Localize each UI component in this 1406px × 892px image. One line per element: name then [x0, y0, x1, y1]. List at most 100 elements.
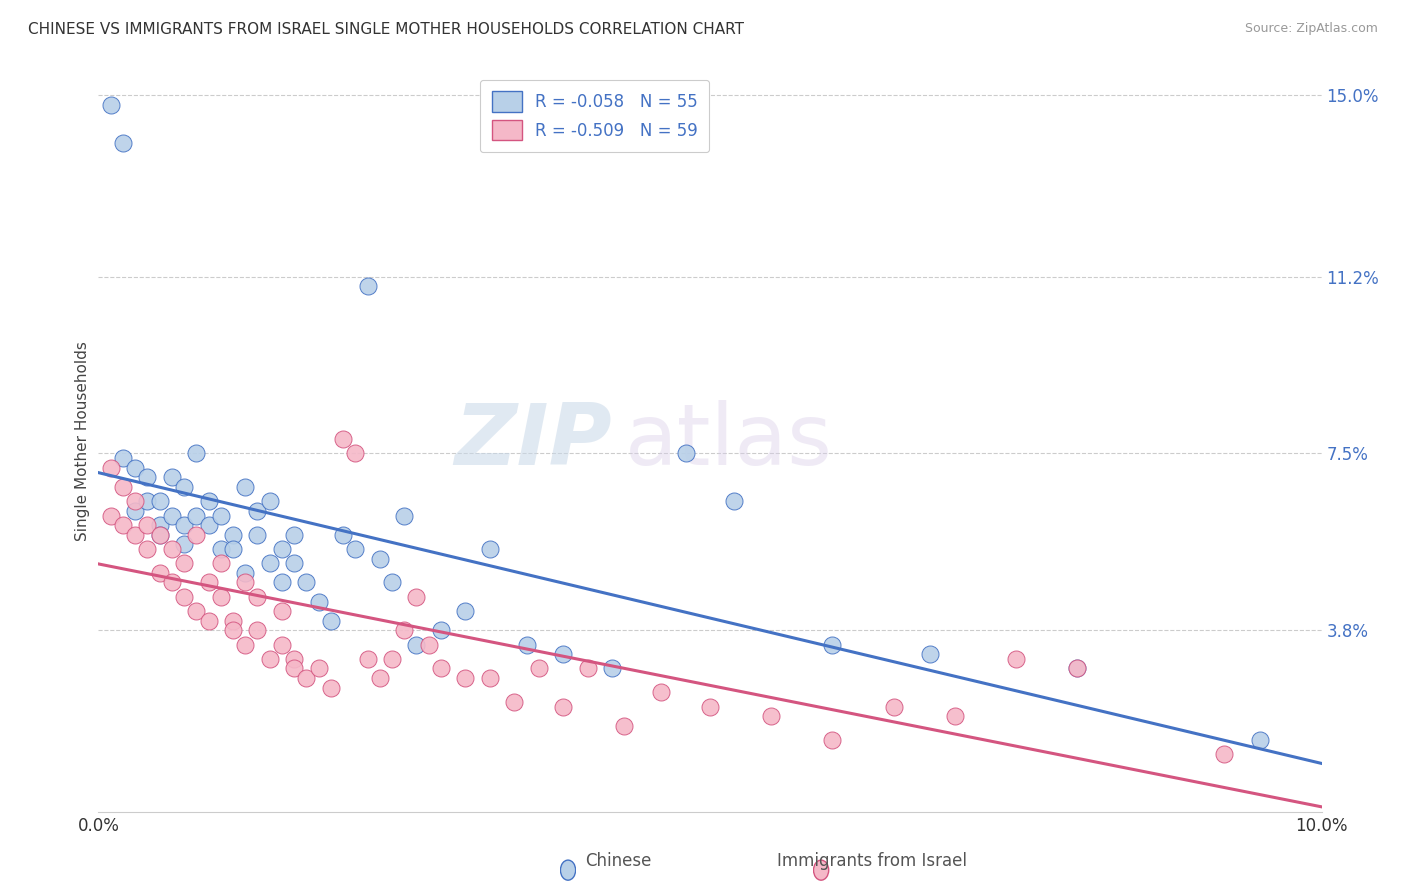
Circle shape — [561, 860, 575, 880]
Point — [246, 527, 269, 541]
Point — [259, 652, 281, 666]
Point — [173, 518, 195, 533]
Point — [319, 681, 342, 695]
Point — [124, 494, 146, 508]
Point — [759, 709, 782, 723]
Point — [418, 638, 440, 652]
Point — [368, 671, 391, 685]
Point — [430, 624, 453, 638]
Point — [100, 460, 122, 475]
Point — [920, 647, 942, 661]
Point — [173, 537, 195, 551]
Point — [675, 446, 697, 460]
Point — [160, 575, 183, 590]
Point — [209, 508, 232, 523]
Point — [136, 470, 159, 484]
Point — [222, 527, 245, 541]
Point — [553, 647, 575, 661]
Point — [209, 541, 232, 556]
Point — [478, 671, 501, 685]
Point — [1249, 733, 1271, 747]
Point — [259, 557, 281, 571]
Point — [454, 604, 477, 618]
Point — [197, 518, 219, 533]
Point — [613, 719, 636, 733]
Point — [295, 575, 318, 590]
Point — [124, 527, 146, 541]
Point — [160, 470, 183, 484]
Point — [270, 575, 292, 590]
Point — [381, 652, 404, 666]
Point — [209, 557, 232, 571]
Text: atlas: atlas — [624, 400, 832, 483]
Point — [186, 604, 208, 618]
Point — [186, 508, 208, 523]
Point — [259, 494, 281, 508]
Point — [160, 541, 183, 556]
Point — [1212, 747, 1234, 762]
Point — [136, 518, 159, 533]
Text: CHINESE VS IMMIGRANTS FROM ISRAEL SINGLE MOTHER HOUSEHOLDS CORRELATION CHART: CHINESE VS IMMIGRANTS FROM ISRAEL SINGLE… — [28, 22, 744, 37]
Point — [173, 590, 195, 604]
Point — [270, 638, 292, 652]
Point — [821, 733, 844, 747]
Point — [344, 541, 367, 556]
Legend: R = -0.058   N = 55, R = -0.509   N = 59: R = -0.058 N = 55, R = -0.509 N = 59 — [479, 79, 709, 152]
Point — [319, 614, 342, 628]
Point — [222, 624, 245, 638]
Point — [186, 527, 208, 541]
Point — [430, 661, 453, 675]
Point — [332, 527, 354, 541]
Point — [149, 518, 172, 533]
Point — [454, 671, 477, 685]
Point — [111, 136, 134, 150]
Y-axis label: Single Mother Households: Single Mother Households — [75, 342, 90, 541]
Point — [699, 699, 721, 714]
Point — [368, 551, 391, 566]
Point — [821, 638, 844, 652]
Point — [650, 685, 672, 699]
Point — [233, 566, 256, 580]
Point — [405, 590, 427, 604]
Point — [1066, 661, 1088, 675]
Point — [356, 279, 378, 293]
Point — [124, 460, 146, 475]
Point — [478, 541, 501, 556]
Point — [233, 480, 256, 494]
Point — [344, 446, 367, 460]
Point — [332, 432, 354, 446]
Point — [100, 508, 122, 523]
Point — [160, 508, 183, 523]
Point — [197, 575, 219, 590]
Point — [356, 652, 378, 666]
Point — [209, 590, 232, 604]
Point — [100, 97, 122, 112]
Point — [600, 661, 623, 675]
Text: Immigrants from Israel: Immigrants from Israel — [776, 852, 967, 870]
Point — [576, 661, 599, 675]
Point — [516, 638, 538, 652]
Point — [392, 508, 416, 523]
Point — [405, 638, 427, 652]
Point — [943, 709, 966, 723]
Point — [186, 446, 208, 460]
Point — [222, 614, 245, 628]
Point — [1066, 661, 1088, 675]
Point — [149, 527, 172, 541]
Point — [173, 557, 195, 571]
Point — [124, 504, 146, 518]
Point — [149, 494, 172, 508]
Point — [233, 575, 256, 590]
Point — [381, 575, 404, 590]
Point — [246, 590, 269, 604]
Point — [233, 638, 256, 652]
Point — [246, 624, 269, 638]
Point — [283, 527, 305, 541]
Point — [197, 494, 219, 508]
Point — [270, 541, 292, 556]
Point — [553, 699, 575, 714]
Point — [295, 671, 318, 685]
Point — [111, 518, 134, 533]
Point — [503, 695, 526, 709]
Point — [1004, 652, 1026, 666]
